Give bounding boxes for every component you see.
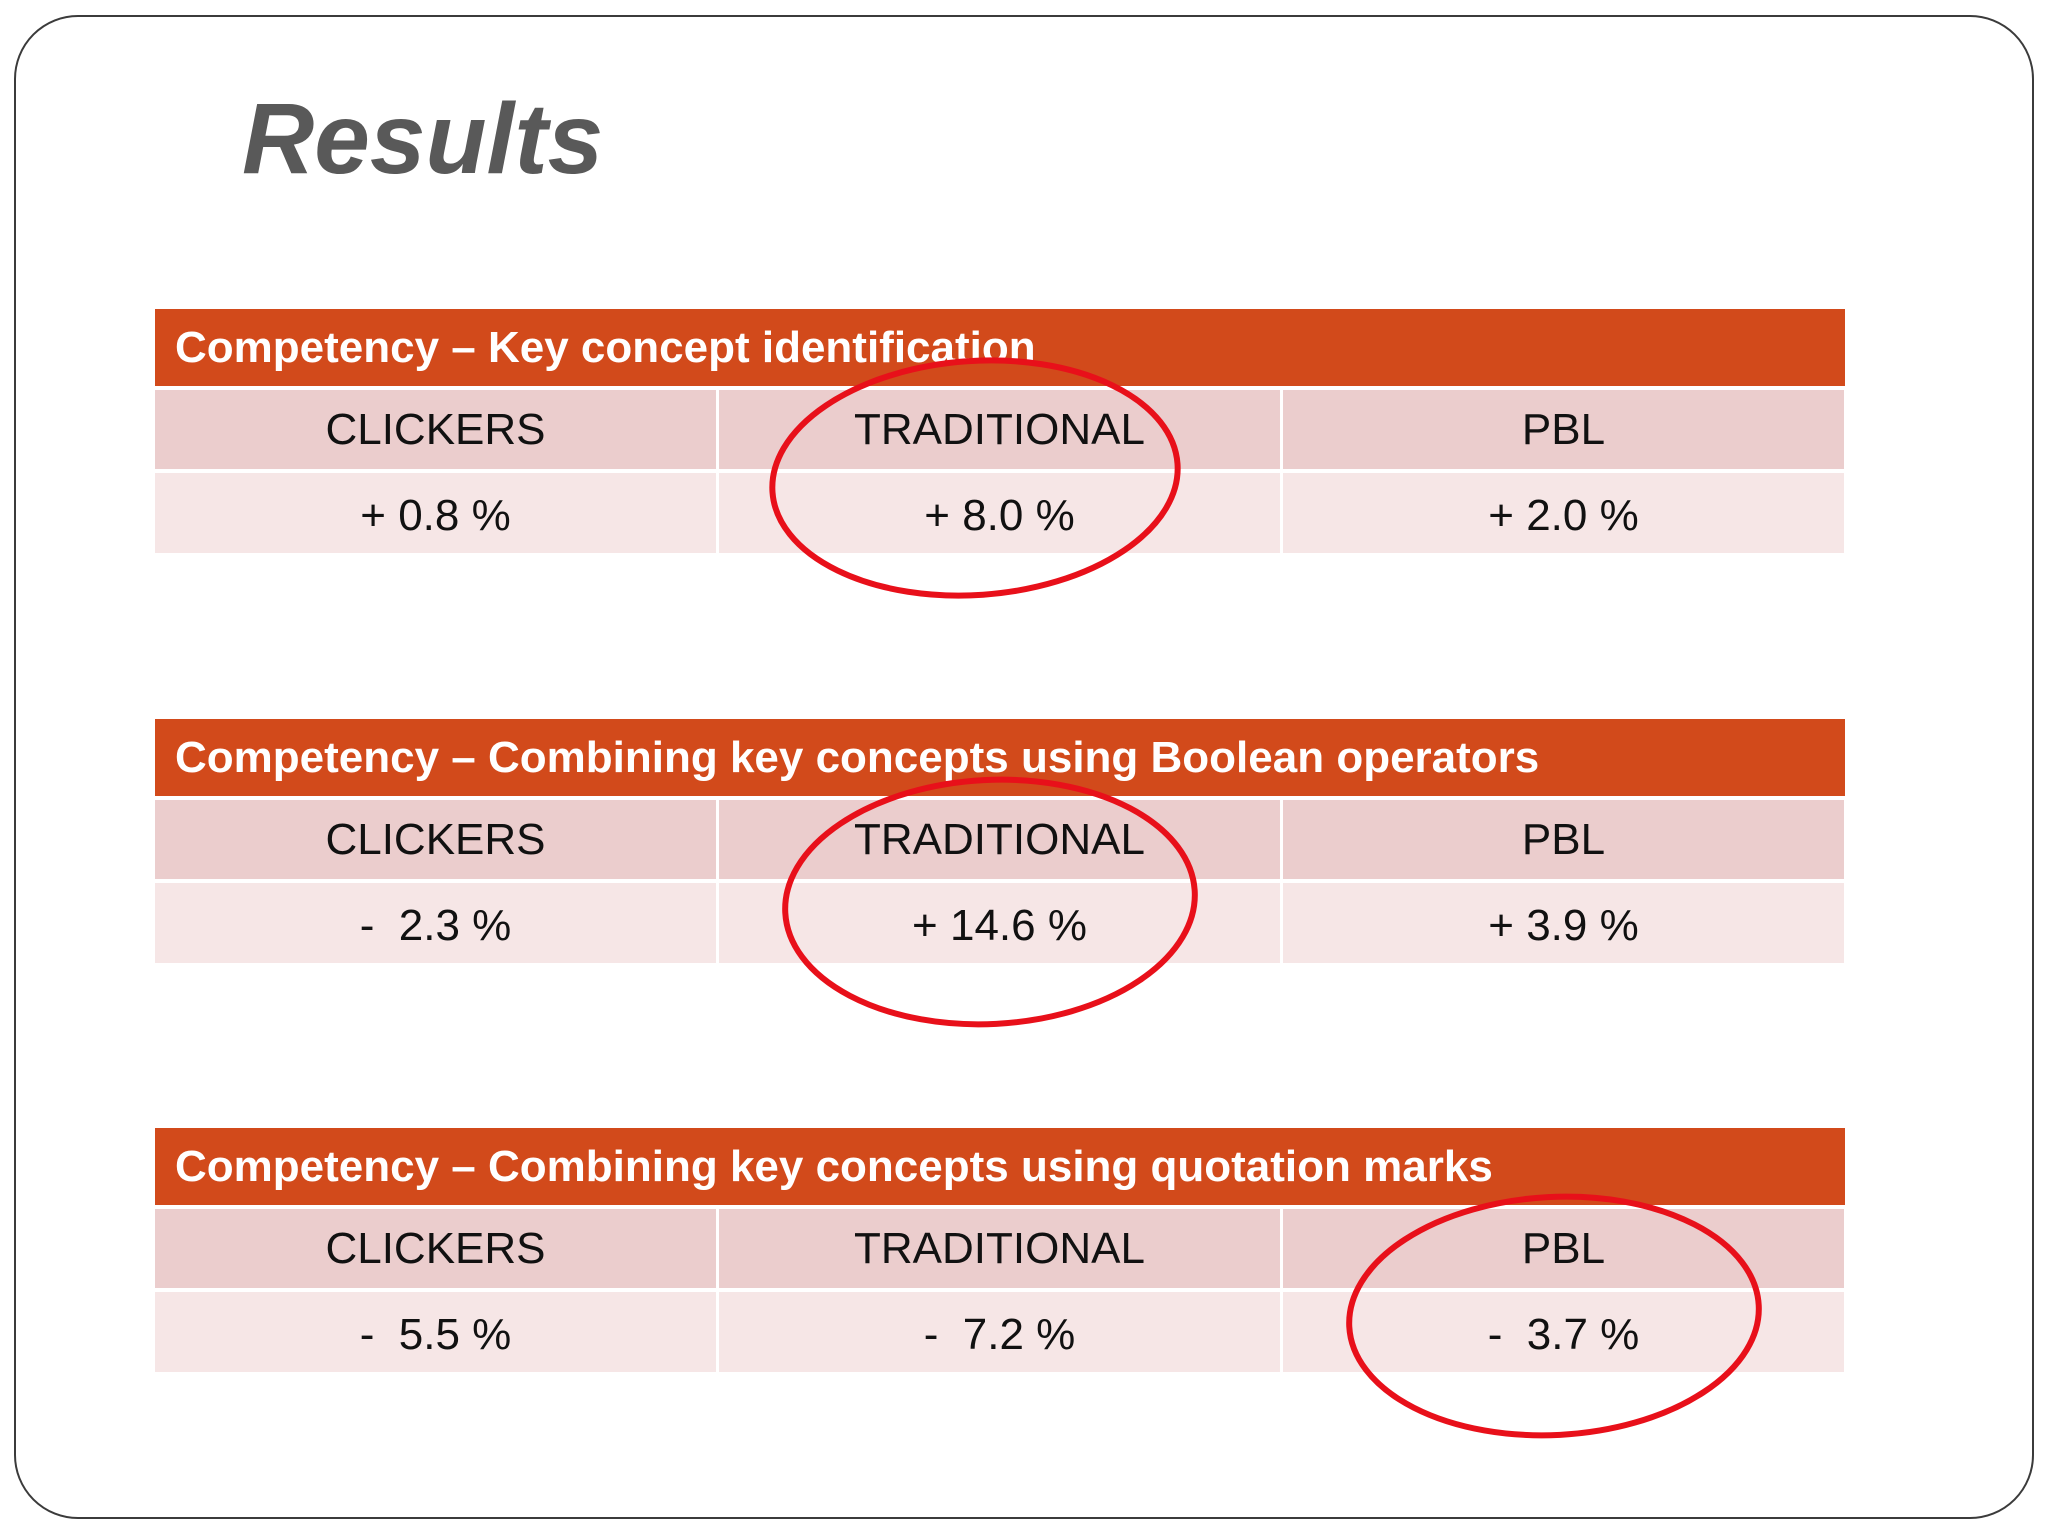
value-traditional: - 7.2 %	[719, 1292, 1280, 1372]
value-traditional: + 8.0 %	[719, 473, 1280, 553]
value-traditional: + 14.6 %	[719, 883, 1280, 963]
value-clickers: - 2.3 %	[155, 883, 716, 963]
value-clickers: - 5.5 %	[155, 1292, 716, 1372]
table-header: Competency – Combining key concepts usin…	[155, 1128, 1845, 1205]
slide-title: Results	[242, 83, 604, 195]
competency-table-1: Competency – Key concept identification …	[155, 309, 1845, 553]
competency-table-3: Competency – Combining key concepts usin…	[155, 1128, 1845, 1372]
column-header-row: CLICKERS TRADITIONAL PBL	[155, 390, 1845, 469]
column-pbl: PBL	[1283, 800, 1844, 879]
column-traditional: TRADITIONAL	[719, 1209, 1280, 1288]
value-row: + 0.8 % + 8.0 % + 2.0 %	[155, 473, 1845, 553]
column-clickers: CLICKERS	[155, 800, 716, 879]
table-header: Competency – Key concept identification	[155, 309, 1845, 386]
value-pbl: - 3.7 %	[1283, 1292, 1844, 1372]
column-header-row: CLICKERS TRADITIONAL PBL	[155, 800, 1845, 879]
column-clickers: CLICKERS	[155, 1209, 716, 1288]
competency-table-2: Competency – Combining key concepts usin…	[155, 719, 1845, 963]
column-pbl: PBL	[1283, 390, 1844, 469]
value-pbl: + 3.9 %	[1283, 883, 1844, 963]
value-pbl: + 2.0 %	[1283, 473, 1844, 553]
value-row: - 5.5 % - 7.2 % - 3.7 %	[155, 1292, 1845, 1372]
column-clickers: CLICKERS	[155, 390, 716, 469]
column-pbl: PBL	[1283, 1209, 1844, 1288]
column-traditional: TRADITIONAL	[719, 800, 1280, 879]
value-row: - 2.3 % + 14.6 % + 3.9 %	[155, 883, 1845, 963]
column-header-row: CLICKERS TRADITIONAL PBL	[155, 1209, 1845, 1288]
column-traditional: TRADITIONAL	[719, 390, 1280, 469]
table-header: Competency – Combining key concepts usin…	[155, 719, 1845, 796]
value-clickers: + 0.8 %	[155, 473, 716, 553]
